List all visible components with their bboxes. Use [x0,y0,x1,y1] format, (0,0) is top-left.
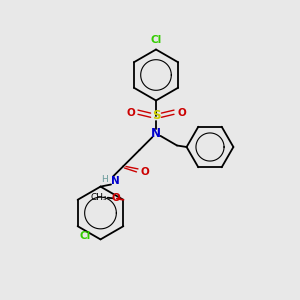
Text: Cl: Cl [150,35,162,45]
Text: S: S [152,109,160,122]
Text: H: H [101,175,108,184]
Text: O: O [177,107,186,118]
Text: O: O [126,107,135,118]
Text: Cl: Cl [79,231,90,241]
Text: O: O [112,193,120,203]
Text: N: N [151,127,161,140]
Text: O: O [140,167,149,178]
Text: N: N [111,176,120,186]
Text: CH₃: CH₃ [90,193,107,202]
